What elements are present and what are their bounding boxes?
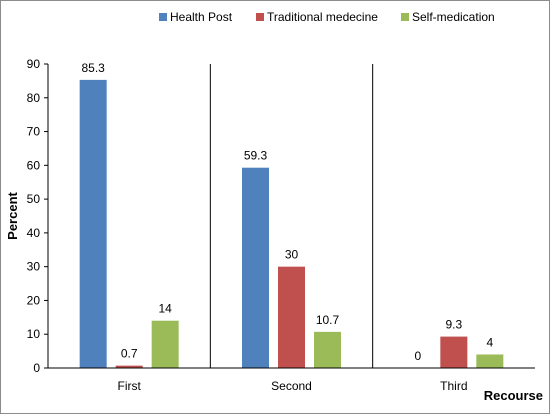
y-tick-label: 40 — [27, 226, 41, 240]
y-tick-label: 70 — [27, 125, 41, 139]
legend-swatch — [159, 13, 167, 21]
data-labels: 85.3 0.7 14 59.3 30 10.7 0 9.3 4 — [81, 61, 493, 363]
bar — [79, 79, 107, 369]
bar — [278, 266, 305, 368]
data-label: 0 — [414, 349, 421, 363]
legend-swatch — [401, 13, 409, 21]
x-tick-label: Second — [271, 379, 312, 393]
data-label: 59.3 — [244, 149, 268, 163]
bar — [115, 365, 143, 368]
y-tick-label: 50 — [27, 192, 41, 206]
category-separators — [209, 64, 374, 368]
data-label: 14 — [158, 302, 172, 316]
bar — [440, 336, 468, 368]
y-axis-title: Percent — [5, 191, 20, 239]
y-axis: 0 10 20 30 40 50 60 70 80 90 — [27, 57, 49, 375]
legend-swatch — [256, 13, 264, 21]
legend-label: Traditional medecine — [267, 10, 378, 24]
bar — [476, 354, 504, 368]
y-tick-label: 30 — [27, 260, 41, 274]
x-tick-label: First — [118, 379, 142, 393]
legend-label: Health Post — [170, 10, 233, 24]
y-tick-label: 60 — [27, 158, 41, 172]
x-tick-label: Third — [440, 379, 467, 393]
bars — [79, 79, 504, 369]
data-label: 30 — [285, 248, 299, 262]
bar — [151, 320, 179, 368]
data-label: 4 — [486, 335, 493, 349]
x-axis: First Second Third — [48, 367, 535, 393]
x-axis-title: Recourse — [484, 388, 543, 403]
bar — [314, 331, 341, 368]
data-label: 9.3 — [445, 318, 462, 332]
y-tick-label: 80 — [27, 91, 41, 105]
y-tick-label: 90 — [27, 57, 41, 71]
data-label: 85.3 — [81, 61, 105, 75]
legend: Health Post Traditional medecine Self-medi… — [159, 10, 495, 24]
data-label: 0.7 — [121, 347, 138, 361]
y-tick-label: 0 — [33, 361, 40, 375]
y-tick-label: 10 — [27, 327, 41, 341]
legend-label: Self-medication — [412, 10, 495, 24]
bar — [242, 167, 269, 368]
data-label: 10.7 — [316, 313, 340, 327]
y-tick-label: 20 — [27, 293, 41, 307]
